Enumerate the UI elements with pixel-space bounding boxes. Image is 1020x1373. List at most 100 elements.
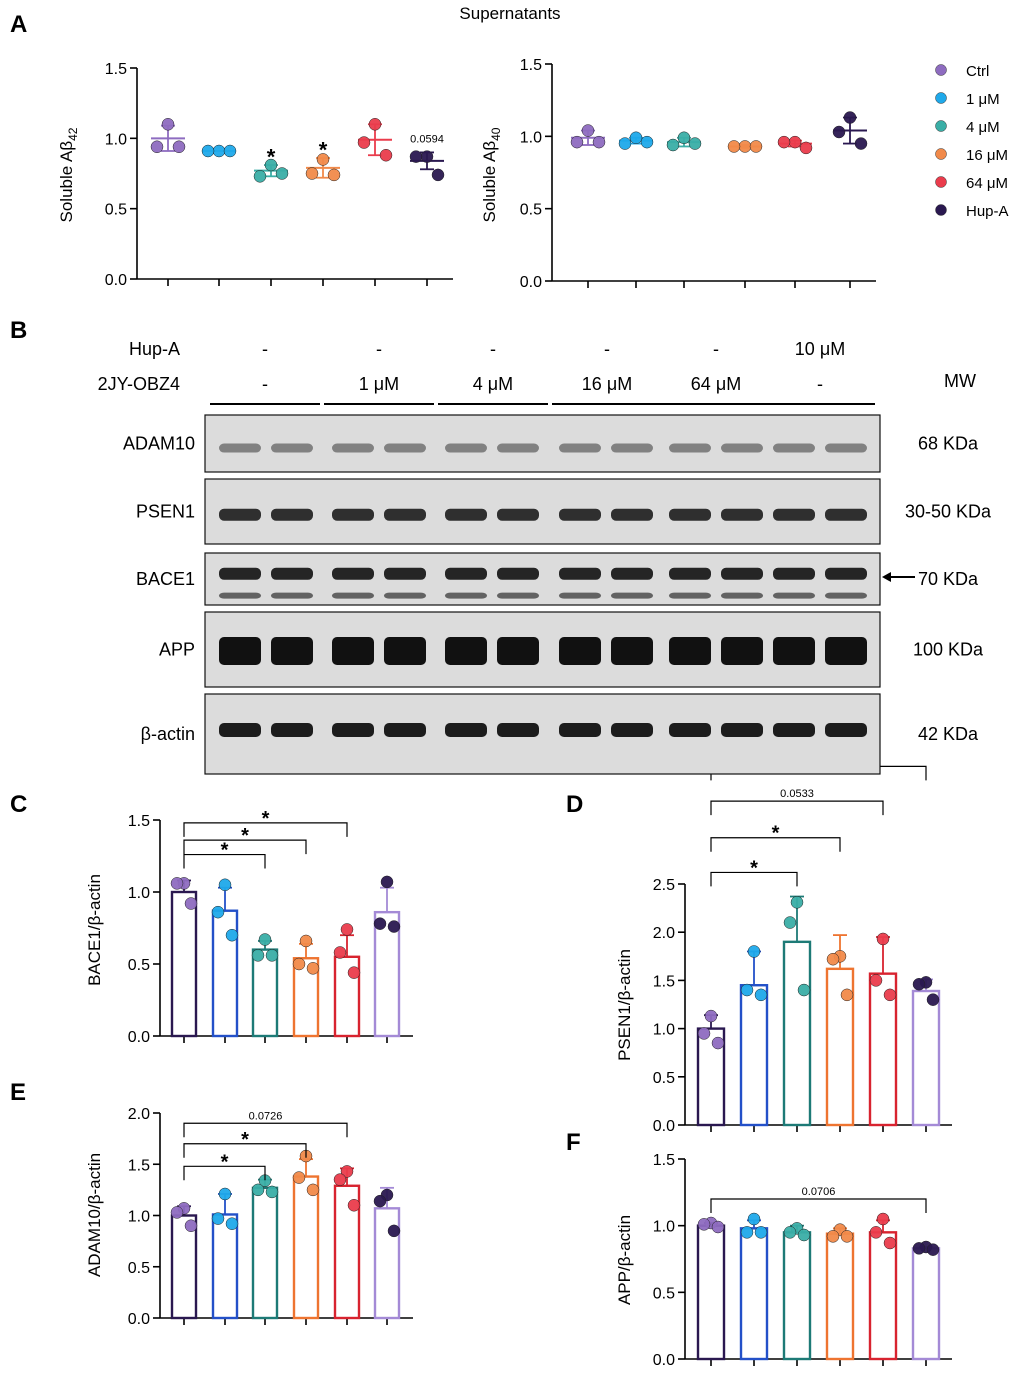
blot-strip xyxy=(204,414,881,473)
blot-band xyxy=(669,637,711,665)
y-tick-label: 0.5 xyxy=(105,202,127,219)
blot-band xyxy=(773,723,815,737)
significance-label: * xyxy=(267,145,276,170)
blot-band xyxy=(825,508,867,521)
blot-band xyxy=(384,567,426,580)
blot-row-label: BACE1 xyxy=(136,569,195,589)
blot-band xyxy=(332,443,374,453)
data-point xyxy=(697,1027,711,1040)
blot-band xyxy=(332,723,374,737)
blot-band xyxy=(611,508,653,521)
blot-band xyxy=(219,637,261,665)
legend-label: 4 μM xyxy=(966,119,1000,136)
y-tick-label: 2.5 xyxy=(653,877,675,894)
panel-label-e: E xyxy=(10,1079,26,1106)
data-point xyxy=(327,168,341,182)
data-point xyxy=(184,897,198,910)
blot-band xyxy=(611,443,653,453)
data-point xyxy=(777,135,791,149)
data-point xyxy=(387,920,401,933)
bar-2 xyxy=(251,948,279,1038)
significance-label: 0.0533 xyxy=(780,788,814,800)
blot-band xyxy=(721,567,763,580)
data-point xyxy=(172,140,186,154)
data-point xyxy=(258,933,272,946)
obz-value: 4 μM xyxy=(473,374,513,394)
data-point xyxy=(409,150,423,163)
data-point xyxy=(876,1212,890,1226)
significance-bracket xyxy=(183,1143,307,1158)
significance-label: 0.0706 xyxy=(802,1186,836,1198)
data-point xyxy=(840,1230,854,1243)
y-tick-label: 1.5 xyxy=(128,1157,150,1174)
chart-app: 0.0 0.5 1.0 1.5 APP/β-actin 0.0706 xyxy=(615,1152,952,1369)
data-point xyxy=(797,983,811,997)
hupa-value: - xyxy=(604,339,610,359)
blot-band xyxy=(497,637,539,665)
data-point xyxy=(211,905,225,919)
blot-band xyxy=(497,443,539,453)
data-point xyxy=(618,137,632,150)
data-point xyxy=(883,1236,897,1250)
panel-label-c: C xyxy=(10,791,27,818)
blot-band xyxy=(497,592,539,599)
blot-band xyxy=(219,592,261,599)
significance-bracket xyxy=(710,871,798,887)
blot-band xyxy=(825,637,867,665)
data-point xyxy=(264,158,278,172)
data-point xyxy=(265,949,279,962)
hupa-value: - xyxy=(262,339,268,359)
data-point xyxy=(170,1206,184,1219)
blot-band xyxy=(384,443,426,453)
blot-band xyxy=(271,443,313,453)
data-point xyxy=(912,978,926,991)
blot-row-label: β-actin xyxy=(141,724,195,744)
significance-label: 0.0594 xyxy=(410,134,444,146)
data-point xyxy=(306,962,320,975)
data-point xyxy=(754,988,768,1002)
blot-band xyxy=(669,443,711,453)
data-point xyxy=(299,934,313,948)
blot-row-label: ADAM10 xyxy=(123,434,195,454)
blot-band xyxy=(445,443,487,453)
blot-band xyxy=(332,637,374,665)
significance-label: * xyxy=(221,840,229,862)
significance-bracket xyxy=(183,1165,266,1181)
obz-value: 1 μM xyxy=(359,374,399,394)
data-point xyxy=(666,138,680,152)
data-point xyxy=(883,988,897,1002)
data-point xyxy=(170,877,184,890)
significance-bracket xyxy=(710,837,841,852)
blot-band xyxy=(445,567,487,580)
data-point xyxy=(749,140,763,153)
significance-label: * xyxy=(319,138,328,163)
data-point xyxy=(677,131,691,145)
y-axis-label: BACE1/β-actin xyxy=(85,874,104,986)
data-point xyxy=(340,1165,354,1178)
significance-label: * xyxy=(750,857,758,879)
blot-band xyxy=(825,443,867,453)
blot-band xyxy=(332,592,374,599)
panel-label-a: A xyxy=(10,11,27,38)
obz-value: 64 μM xyxy=(691,374,741,394)
data-point xyxy=(357,136,371,149)
blot-row-label: PSEN1 xyxy=(136,502,195,522)
y-tick-label: 1.0 xyxy=(128,885,150,902)
legend-marker xyxy=(935,204,947,216)
data-point xyxy=(306,1183,320,1197)
blot-band xyxy=(497,508,539,521)
blot-band xyxy=(825,592,867,599)
y-tick-label: 1.5 xyxy=(653,1152,675,1169)
data-point xyxy=(431,168,445,182)
blot-band xyxy=(219,508,261,521)
hupa-value: - xyxy=(376,339,382,359)
supernatants-title: Supernatants xyxy=(459,4,560,23)
blot-band xyxy=(669,592,711,599)
data-point xyxy=(783,1226,797,1239)
legend: Ctrl 1 μM 4 μM 16 μM 64 μM Hup-A xyxy=(935,63,1009,220)
data-point xyxy=(869,1226,883,1239)
blot-band xyxy=(773,637,815,665)
y-tick-label: 1.0 xyxy=(653,1022,675,1039)
y-axis-label: PSEN1/β-actin xyxy=(615,949,634,1061)
